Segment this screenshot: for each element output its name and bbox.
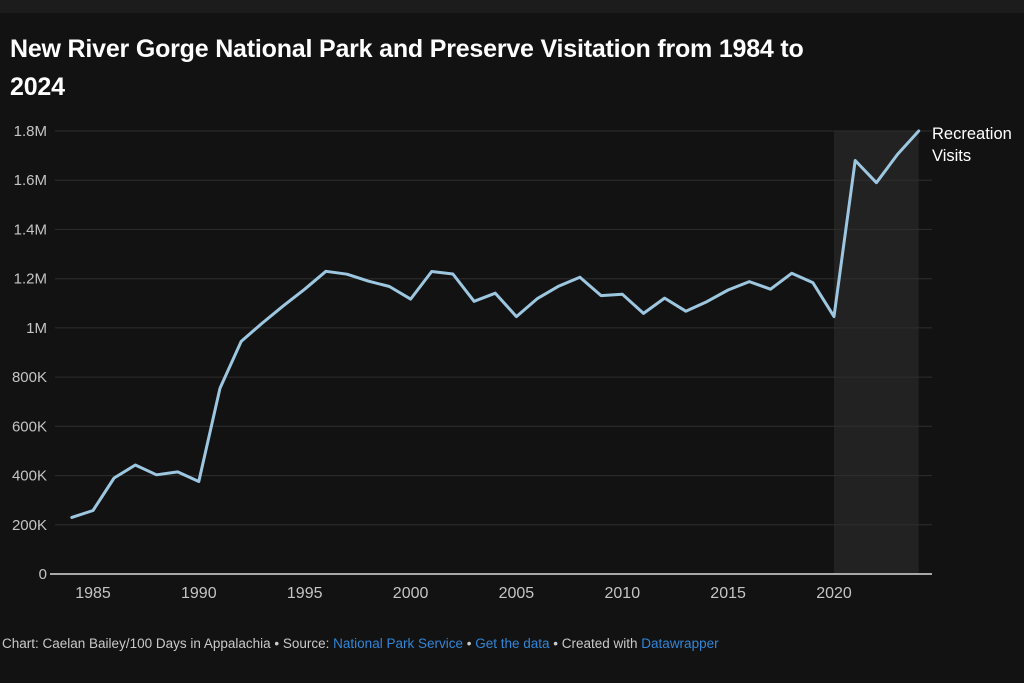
x-tick-label: 2015 — [710, 585, 746, 602]
top-border-strip — [0, 0, 1024, 13]
series-label: Recreation Visits — [932, 125, 1012, 165]
y-tick-label: 800K — [12, 369, 47, 386]
chart-title-line2: 2024 — [10, 73, 65, 101]
y-tick-label: 0 — [39, 566, 47, 583]
highlight-band — [834, 131, 919, 574]
get-the-data-link[interactable]: Get the data — [475, 636, 550, 651]
x-tick-label: 2005 — [499, 585, 535, 602]
footer-credits: Chart: Caelan Bailey/100 Days in Appalac… — [2, 635, 1022, 652]
y-tick-label: 1.8M — [14, 123, 47, 140]
x-tick-label: 1990 — [181, 585, 217, 602]
y-tick-label: 1.6M — [14, 172, 47, 189]
y-tick-label: 1.2M — [14, 271, 47, 288]
x-tick-label: 2010 — [605, 585, 641, 602]
source-link[interactable]: National Park Service — [333, 636, 463, 651]
x-tick-label: 2020 — [816, 585, 852, 602]
y-tick-label: 1M — [26, 320, 47, 337]
y-tick-label: 400K — [12, 468, 47, 485]
y-tick-label: 1.4M — [14, 221, 47, 238]
x-tick-label: 2000 — [393, 585, 429, 602]
chart-title: New River Gorge National Park and Preser… — [10, 30, 1015, 106]
recreation-visits-line — [70, 129, 921, 519]
y-tick-label: 600K — [12, 418, 47, 435]
y-tick-label: 200K — [12, 517, 47, 534]
chart-title-line1: New River Gorge National Park and Preser… — [10, 35, 804, 63]
x-tick-label: 1985 — [75, 585, 111, 602]
footer-created-with-text: • Created with — [549, 636, 642, 651]
footer-separator: • — [462, 636, 476, 651]
x-tick-label: 1995 — [287, 585, 323, 602]
datawrapper-link[interactable]: Datawrapper — [641, 636, 719, 651]
footer-credit-text: Chart: Caelan Bailey/100 Days in Appalac… — [2, 636, 334, 651]
